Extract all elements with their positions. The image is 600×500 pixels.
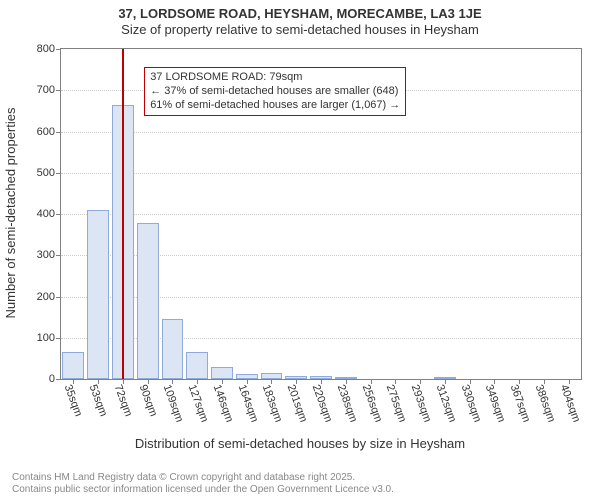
- gridline: [61, 214, 581, 215]
- xtick-mark: [73, 379, 74, 384]
- xtick-label: 220sqm: [310, 383, 335, 424]
- footer-line1: Contains HM Land Registry data © Crown c…: [12, 472, 600, 484]
- annotation-box: 37 LORDSOME ROAD: 79sqm← 37% of semi-det…: [144, 67, 406, 116]
- xtick-label: 183sqm: [260, 383, 285, 424]
- xtick-label: 201sqm: [285, 383, 310, 424]
- annotation-line1: 37 LORDSOME ROAD: 79sqm: [150, 71, 400, 85]
- xtick-label: 293sqm: [409, 383, 434, 424]
- ytick-label: 400: [37, 208, 61, 220]
- gridline: [61, 173, 581, 174]
- property-marker-line: [122, 49, 124, 379]
- xtick-label: 72sqm: [112, 383, 135, 418]
- y-axis-label: Number of semi-detached properties: [3, 108, 18, 319]
- histogram-bar: [285, 376, 307, 379]
- histogram-bar: [434, 377, 456, 379]
- ytick-label: 500: [37, 167, 61, 179]
- xtick-label: 109sqm: [161, 383, 186, 424]
- x-axis-label: Distribution of semi-detached houses by …: [0, 436, 600, 451]
- xtick-label: 312sqm: [434, 383, 459, 424]
- histogram-bar: [261, 373, 283, 379]
- xtick-label: 127sqm: [186, 383, 211, 424]
- histogram-bar: [87, 210, 109, 379]
- ytick-label: 600: [37, 126, 61, 138]
- histogram-bar: [137, 223, 159, 379]
- histogram-bar: [162, 319, 184, 379]
- title-line1: 37, LORDSOME ROAD, HEYSHAM, MORECAMBE, L…: [0, 6, 600, 22]
- footer-attribution: Contains HM Land Registry data © Crown c…: [0, 472, 600, 496]
- xtick-label: 367sqm: [508, 383, 533, 424]
- xtick-label: 275sqm: [384, 383, 409, 424]
- xtick-label: 349sqm: [483, 383, 508, 424]
- xtick-label: 90sqm: [136, 383, 159, 418]
- plot-area: 010020030040050060070080035sqm53sqm72sqm…: [60, 48, 582, 380]
- histogram-bar: [211, 367, 233, 379]
- chart-title: 37, LORDSOME ROAD, HEYSHAM, MORECAMBE, L…: [0, 0, 600, 39]
- histogram-bar: [310, 376, 332, 379]
- gridline: [61, 132, 581, 133]
- ytick-label: 300: [37, 249, 61, 261]
- xtick-label: 330sqm: [458, 383, 483, 424]
- xtick-label: 146sqm: [211, 383, 236, 424]
- xtick-mark: [494, 379, 495, 384]
- xtick-label: 256sqm: [359, 383, 384, 424]
- footer-line2: Contains public sector information licen…: [12, 484, 600, 496]
- annotation-line2: ← 37% of semi-detached houses are smalle…: [150, 85, 400, 99]
- xtick-label: 238sqm: [334, 383, 359, 424]
- annotation-line3: 61% of semi-detached houses are larger (…: [150, 99, 400, 113]
- ytick-label: 0: [49, 373, 61, 385]
- ytick-label: 200: [37, 291, 61, 303]
- xtick-label: 35sqm: [62, 383, 85, 418]
- xtick-mark: [271, 379, 272, 384]
- xtick-label: 404sqm: [557, 383, 582, 424]
- xtick-mark: [172, 379, 173, 384]
- histogram-bar: [186, 352, 208, 379]
- xtick-label: 386sqm: [533, 383, 558, 424]
- ytick-label: 800: [37, 43, 61, 55]
- histogram-bar: [335, 377, 357, 379]
- xtick-label: 164sqm: [235, 383, 260, 424]
- ytick-label: 700: [37, 84, 61, 96]
- ytick-label: 100: [37, 332, 61, 344]
- title-line2: Size of property relative to semi-detach…: [0, 22, 600, 38]
- histogram-bar: [62, 352, 84, 379]
- xtick-label: 53sqm: [87, 383, 110, 418]
- histogram-bar: [236, 374, 258, 379]
